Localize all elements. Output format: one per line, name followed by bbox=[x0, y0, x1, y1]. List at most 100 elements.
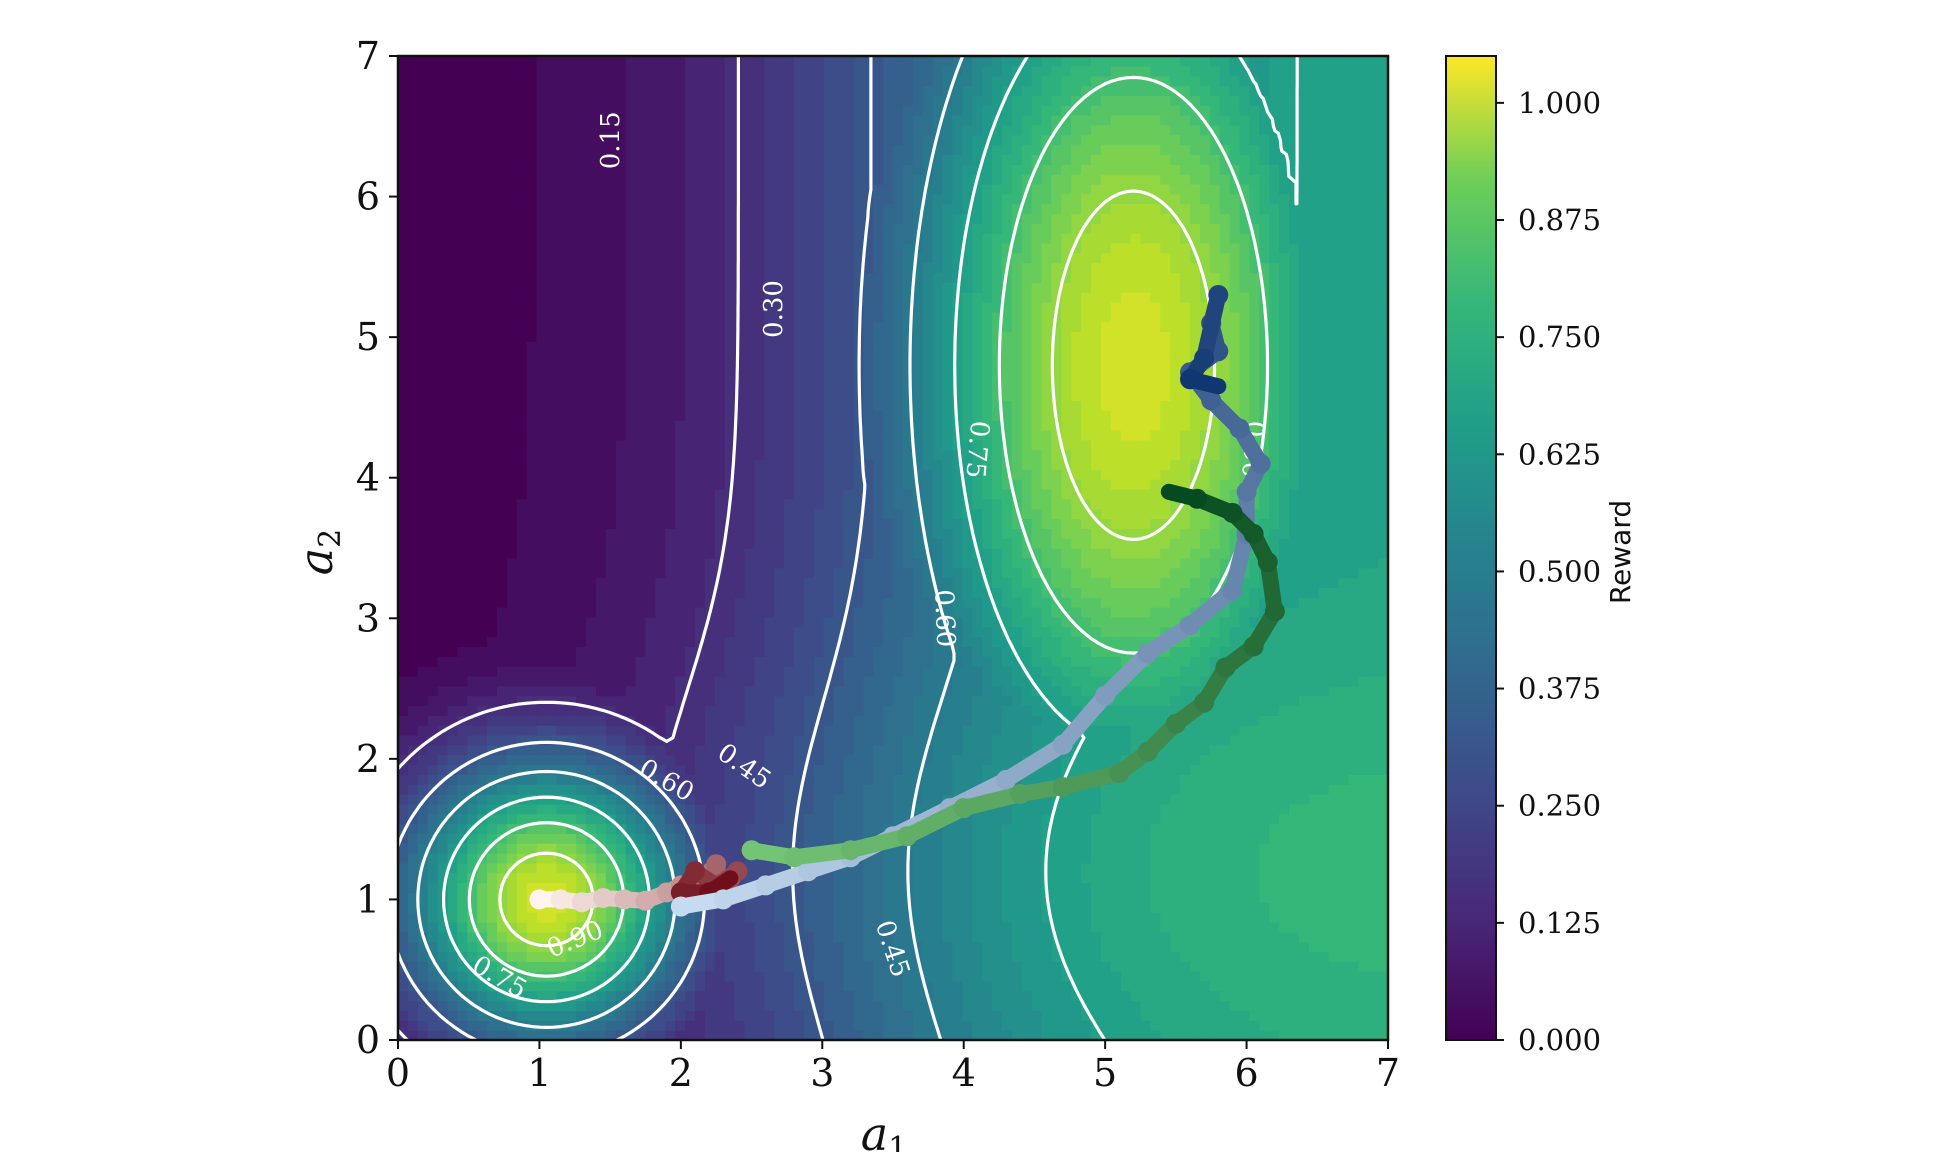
heatmap-cell bbox=[605, 213, 617, 224]
heatmap-cell bbox=[813, 193, 825, 205]
heatmap-cell bbox=[526, 616, 538, 628]
heatmap-cell bbox=[655, 823, 666, 834]
heatmap-cell bbox=[635, 479, 647, 490]
heatmap-cell bbox=[437, 361, 449, 372]
heatmap-cell bbox=[883, 223, 894, 234]
heatmap-cell bbox=[863, 882, 874, 893]
heatmap-cell bbox=[546, 164, 557, 175]
heatmap-cell bbox=[556, 164, 567, 175]
heatmap-cell bbox=[437, 85, 449, 96]
heatmap-cell bbox=[596, 410, 607, 421]
heatmap-cell bbox=[457, 508, 468, 520]
heatmap-cell bbox=[873, 990, 884, 1002]
heatmap-cell bbox=[764, 213, 775, 224]
heatmap-cell bbox=[734, 410, 746, 421]
heatmap-cell bbox=[536, 341, 548, 352]
heatmap-cell bbox=[576, 85, 587, 96]
heatmap-cell bbox=[546, 252, 557, 264]
heatmap-cell bbox=[516, 882, 528, 893]
heatmap-cell bbox=[516, 449, 528, 461]
heatmap-cell bbox=[645, 174, 656, 185]
heatmap-cell bbox=[615, 124, 627, 136]
heatmap-cell bbox=[714, 183, 726, 195]
heatmap-cell bbox=[457, 400, 468, 411]
heatmap-cell bbox=[516, 203, 528, 215]
heatmap-cell bbox=[675, 321, 686, 333]
heatmap-cell bbox=[784, 607, 795, 618]
heatmap-cell bbox=[813, 439, 825, 451]
heatmap-cell bbox=[605, 882, 617, 893]
heatmap-cell bbox=[754, 823, 765, 834]
heatmap-cell bbox=[883, 1020, 894, 1031]
heatmap-cell bbox=[605, 666, 617, 677]
heatmap-cell bbox=[744, 321, 755, 333]
heatmap-cell bbox=[665, 193, 676, 205]
heatmap-cell bbox=[734, 577, 746, 588]
heatmap-cell bbox=[863, 429, 874, 441]
heatmap-cell bbox=[714, 282, 726, 293]
heatmap-cell bbox=[556, 351, 567, 362]
heatmap-cell bbox=[586, 95, 597, 106]
heatmap-cell bbox=[497, 734, 508, 746]
heatmap-cell bbox=[467, 862, 478, 874]
heatmap-cell bbox=[447, 597, 458, 608]
heatmap-cell bbox=[883, 203, 894, 215]
heatmap-cell bbox=[645, 469, 656, 480]
heatmap-cell bbox=[407, 508, 419, 520]
heatmap-cell bbox=[625, 754, 637, 766]
heatmap-cell bbox=[665, 134, 676, 146]
heatmap-cell bbox=[398, 774, 409, 785]
heatmap-cell bbox=[695, 528, 706, 539]
heatmap-cell bbox=[794, 498, 805, 510]
heatmap-cell bbox=[863, 321, 874, 333]
heatmap-cell bbox=[774, 754, 785, 766]
heatmap-cell bbox=[655, 695, 666, 707]
heatmap-cell bbox=[724, 843, 736, 854]
heatmap-cell bbox=[635, 538, 647, 549]
heatmap-cell bbox=[704, 331, 716, 342]
heatmap-cell bbox=[556, 203, 567, 215]
heatmap-cell bbox=[586, 469, 597, 480]
heatmap-cell bbox=[546, 902, 557, 913]
heatmap-cell bbox=[813, 183, 825, 195]
heatmap-cell bbox=[536, 862, 548, 874]
heatmap-cell bbox=[635, 607, 647, 618]
heatmap-cell bbox=[506, 823, 518, 834]
heatmap-cell bbox=[487, 183, 498, 195]
heatmap-cell bbox=[467, 675, 478, 687]
heatmap-cell bbox=[883, 646, 894, 657]
heatmap-cell bbox=[794, 636, 805, 647]
heatmap-cell bbox=[615, 675, 627, 687]
heatmap-cell bbox=[497, 971, 508, 982]
heatmap-cell bbox=[784, 242, 795, 254]
heatmap-cell bbox=[516, 774, 528, 785]
heatmap-cell bbox=[566, 498, 577, 510]
heatmap-cell bbox=[813, 252, 825, 264]
heatmap-cell bbox=[586, 174, 597, 185]
heatmap-cell bbox=[586, 439, 597, 451]
heatmap-cell bbox=[695, 479, 706, 490]
heatmap-cell bbox=[695, 56, 706, 67]
heatmap-cell bbox=[675, 1000, 686, 1012]
heatmap-cell bbox=[704, 370, 716, 382]
heatmap-cell bbox=[764, 941, 775, 953]
heatmap-cell bbox=[704, 744, 716, 756]
heatmap-cell bbox=[487, 803, 498, 815]
heatmap-cell bbox=[477, 971, 488, 982]
heatmap-cell bbox=[784, 685, 795, 697]
heatmap-cell bbox=[576, 626, 587, 638]
heatmap-cell bbox=[724, 705, 736, 716]
heatmap-cell bbox=[536, 429, 548, 441]
heatmap-cell bbox=[497, 656, 508, 667]
heatmap-cell bbox=[417, 754, 429, 766]
heatmap-cell bbox=[526, 813, 538, 825]
heatmap-cell bbox=[596, 262, 607, 274]
heatmap-cell bbox=[447, 902, 458, 913]
heatmap-cell bbox=[506, 646, 518, 657]
heatmap-cell bbox=[794, 75, 805, 87]
heatmap-cell bbox=[506, 734, 518, 746]
heatmap-cell bbox=[655, 646, 666, 657]
heatmap-cell bbox=[843, 154, 854, 165]
heatmap-cell bbox=[754, 744, 765, 756]
heatmap-cell bbox=[883, 616, 894, 628]
